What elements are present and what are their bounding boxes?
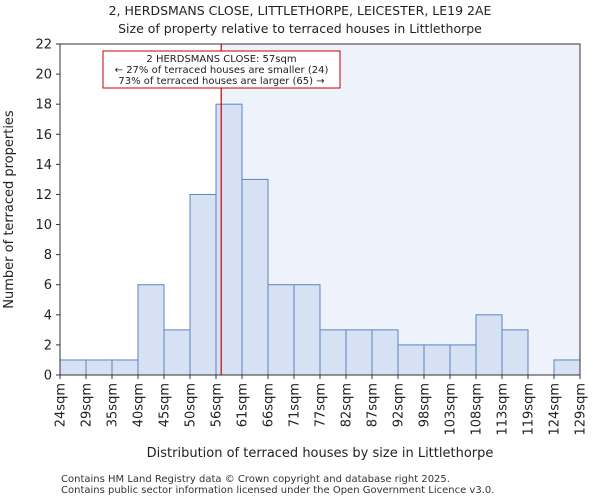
footer-copyright-line: Contains HM Land Registry data © Crown c… [61, 474, 450, 485]
x-axis-label: Distribution of terraced houses by size … [147, 446, 494, 461]
histogram-bar [501, 329, 529, 376]
y-tick-label: 8 [44, 248, 52, 263]
histogram-bar [189, 193, 217, 376]
histogram-chart: 0 2 4 6 8 10 12 14 16 18 20 22 24sqm 29sqm 35sqm 40sqm… [2, 38, 589, 462]
y-tick-label: 0 [44, 369, 52, 384]
y-tick-label: 18 [35, 98, 52, 113]
x-tick-label: 77sqm [314, 383, 329, 427]
histogram-bar [371, 329, 399, 376]
y-tick-label: 14 [35, 158, 52, 173]
x-tick-label: 82sqm [340, 383, 355, 427]
histogram-bar [293, 284, 321, 376]
histogram-bar [163, 329, 191, 376]
histogram-bar [137, 284, 165, 376]
x-tick-label: 24sqm [54, 383, 69, 427]
x-tick-label: 71sqm [288, 383, 303, 427]
x-tick-label: 113sqm [496, 383, 511, 436]
x-tick-label: 108sqm [470, 383, 485, 436]
x-tick-label: 124sqm [548, 383, 563, 436]
x-tick-label: 35sqm [106, 383, 121, 427]
x-tick-label: 119sqm [522, 383, 537, 436]
x-tick-label: 98sqm [418, 383, 433, 427]
y-tick-label: 12 [35, 188, 52, 203]
x-tick-label: 87sqm [366, 383, 381, 427]
y-axis-label: Number of terraced properties [2, 110, 17, 309]
histogram-bar [397, 344, 425, 376]
y-tick-label: 6 [44, 278, 52, 293]
histogram-bar [215, 103, 243, 376]
annotation-line-1: 2 HERDSMANS CLOSE: 57sqm [146, 54, 296, 65]
x-tick-label: 66sqm [262, 383, 277, 427]
x-tick-label: 56sqm [210, 383, 225, 427]
histogram-bar [553, 359, 581, 376]
y-tick-label: 2 [44, 338, 52, 353]
annotation-line-2: ← 27% of terraced houses are smaller (24… [115, 65, 329, 76]
histogram-bar [85, 359, 113, 376]
histogram-bar [241, 178, 269, 376]
histogram-bar [449, 344, 477, 376]
y-tick-label: 20 [35, 68, 52, 83]
annotation-box [102, 50, 341, 89]
x-tick-label: 92sqm [392, 383, 407, 427]
histogram-bar [423, 344, 451, 376]
x-tick-label: 103sqm [444, 383, 459, 436]
y-tick-label: 22 [35, 38, 52, 53]
y-tick-label: 16 [35, 128, 52, 143]
annotation-line-3: 73% of terraced houses are larger (65) → [118, 76, 324, 87]
x-tick-label: 61sqm [236, 383, 251, 427]
chart-subtitle: Size of property relative to terraced ho… [118, 21, 482, 36]
histogram-bar [59, 359, 87, 376]
marker-annotation: 2 HERDSMANS CLOSE: 57sqm ← 27% of terrac… [102, 50, 341, 89]
histogram-bar [475, 314, 503, 376]
x-tick-label: 40sqm [132, 383, 147, 427]
chart-title: 2, HERDSMANS CLOSE, LITTLETHORPE, LEICES… [108, 3, 492, 18]
x-tick-label: 45sqm [158, 383, 173, 427]
histogram-bar [267, 284, 295, 376]
x-tick-label: 50sqm [184, 383, 199, 427]
y-tick-label: 10 [35, 218, 52, 233]
histogram-bar [345, 329, 373, 376]
x-tick-label: 29sqm [80, 383, 95, 427]
y-tick-label: 4 [44, 308, 52, 323]
footer-licence-line: Contains public sector information licen… [61, 485, 495, 496]
histogram-bar [319, 329, 347, 376]
x-tick-label: 129sqm [574, 383, 589, 436]
histogram-bar [111, 359, 139, 376]
